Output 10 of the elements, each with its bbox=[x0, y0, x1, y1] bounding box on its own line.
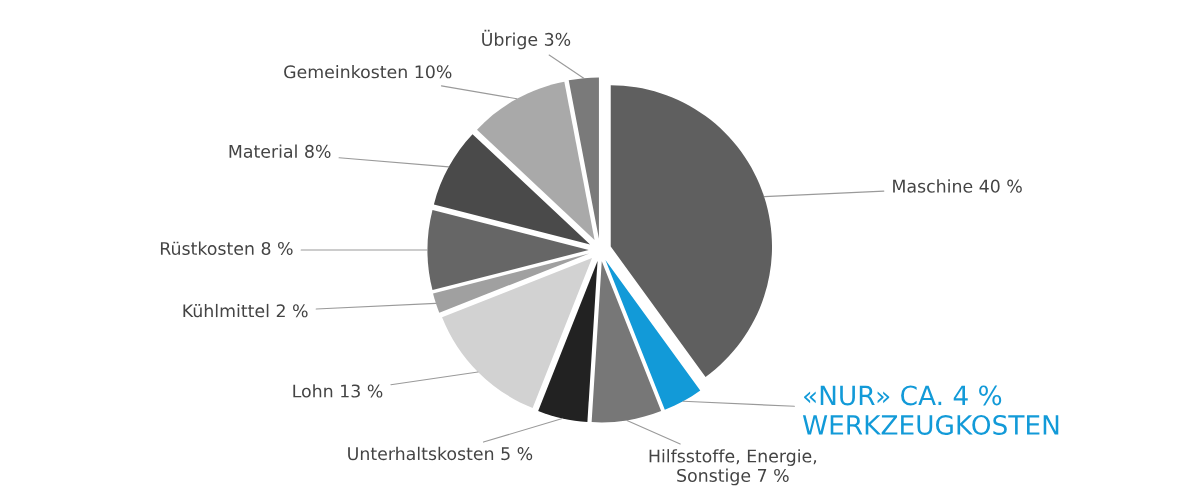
slice-label: Übrige 3% bbox=[482, 29, 571, 50]
slice-label: Material 8% bbox=[229, 144, 331, 158]
slice-label: Lohn 13 % bbox=[293, 384, 383, 398]
slice-label: Maschine 40 % bbox=[893, 179, 1022, 193]
slice-label: Kühlmittel 2 % bbox=[183, 303, 308, 318]
slice-label: «NUR» CA. 4 % WERKZEUGKOSTEN bbox=[802, 385, 1059, 435]
slice-label: Rüstkosten 8 % bbox=[160, 241, 293, 256]
slice-label: Gemeinkosten 10% bbox=[284, 64, 452, 79]
slice-label: Hilfsstoffe, Energie, Sonstige 7 % bbox=[649, 449, 817, 486]
slice-label: Unterhaltskosten 5 % bbox=[348, 446, 533, 461]
